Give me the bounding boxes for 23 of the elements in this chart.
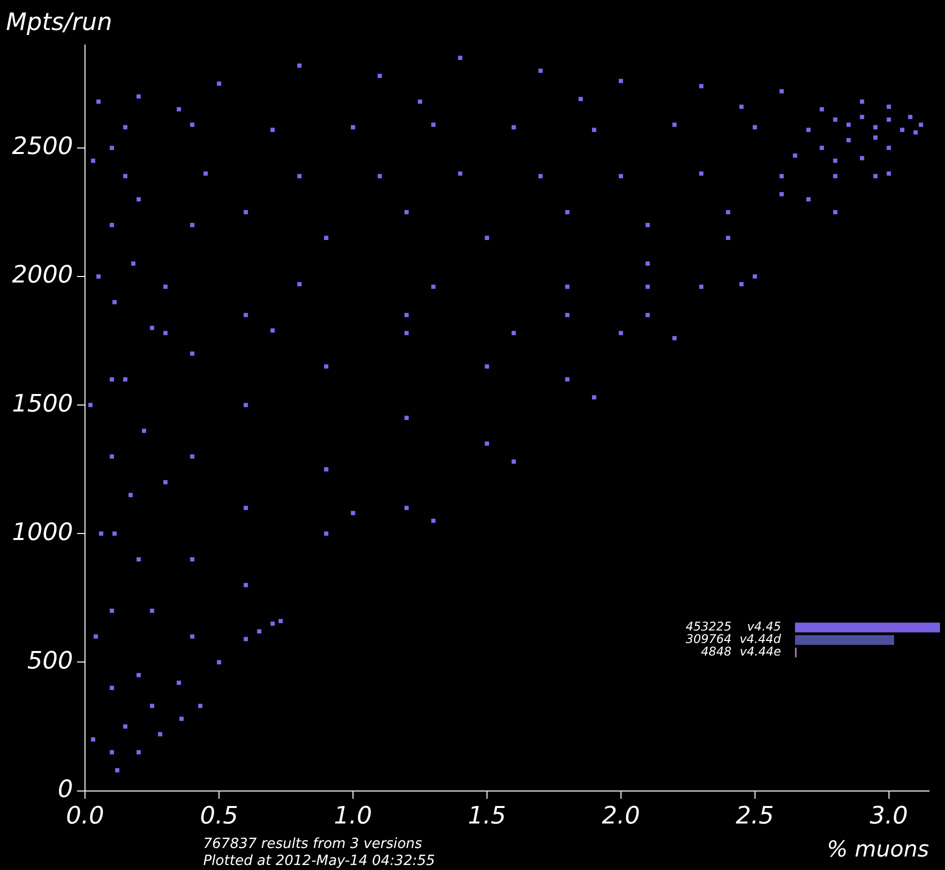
x-tick-label: 0.0 [66, 801, 104, 830]
text: 767837 results from 3 versions [203, 836, 422, 852]
y-tick-label: v4.44d [740, 632, 782, 646]
y-axis-title: Mpts/run [6, 8, 112, 36]
x-tick-label: 2.5 [736, 801, 774, 830]
y-tick-label: 1000 [12, 518, 74, 546]
y-tick-label: 500 [27, 646, 74, 674]
y-tick-label: 1500 [12, 389, 74, 418]
x-tick-label: 1.0 [334, 801, 372, 830]
y-tick-label: 0 [58, 775, 74, 804]
x-tick-label: 0.5 [200, 801, 238, 830]
y-tick-label: 2500 [12, 132, 74, 160]
y-tick-label: v4.44e [740, 644, 781, 659]
y-tick-label: v4.45 [747, 620, 781, 634]
data-label: 453225 [686, 620, 732, 634]
text: Plotted at 2012-May-14 04:32:55 [203, 853, 435, 869]
x-axis-title: % muons [826, 838, 929, 863]
y-tick-label: 2000 [12, 260, 74, 289]
data-label: 309764 [686, 632, 732, 646]
data-label: 4848 [701, 644, 732, 659]
x-tick-label: 2.0 [602, 801, 640, 830]
x-tick-label: 3.0 [870, 801, 908, 830]
x-tick-label: 1.5 [468, 801, 506, 830]
